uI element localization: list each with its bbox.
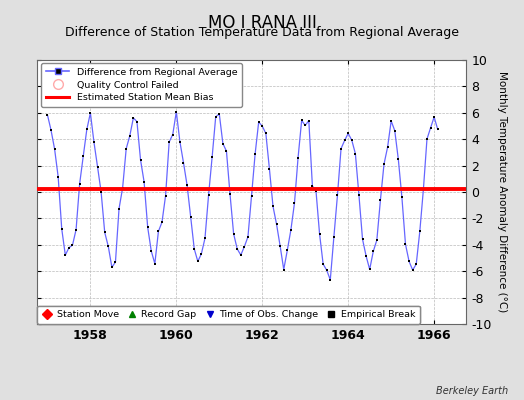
Y-axis label: Monthly Temperature Anomaly Difference (°C): Monthly Temperature Anomaly Difference (… — [497, 71, 507, 313]
Text: Difference of Station Temperature Data from Regional Average: Difference of Station Temperature Data f… — [65, 26, 459, 39]
Text: Berkeley Earth: Berkeley Earth — [436, 386, 508, 396]
Legend: Station Move, Record Gap, Time of Obs. Change, Empirical Break: Station Move, Record Gap, Time of Obs. C… — [37, 306, 420, 324]
Text: MO I RANA III: MO I RANA III — [208, 14, 316, 32]
